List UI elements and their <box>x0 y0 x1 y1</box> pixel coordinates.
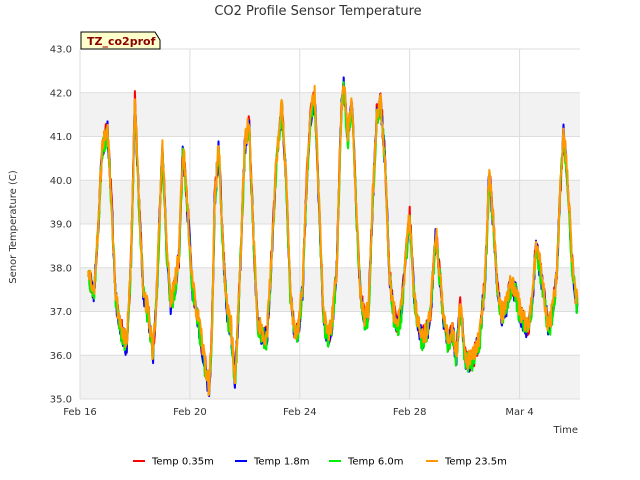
tag-label: TZ_co2prof <box>80 31 161 50</box>
legend-label: Temp 6.0m <box>347 457 403 468</box>
y-tick-label: 35.0 <box>50 395 72 406</box>
x-tick-label: Feb 28 <box>393 407 427 418</box>
plot-bands <box>80 92 580 399</box>
tag-label-box <box>80 31 161 50</box>
legend-label: Temp 1.8m <box>253 457 309 468</box>
x-tick-label: Feb 20 <box>173 407 207 418</box>
plot-band <box>80 355 580 399</box>
series-line <box>87 84 579 397</box>
plot-band <box>80 92 580 137</box>
y-tick-label: 43.0 <box>50 45 72 56</box>
y-tick-label: 42.0 <box>50 88 72 99</box>
chart-title: CO2 Profile Sensor Temperature <box>214 4 421 19</box>
x-axis-label: Time <box>553 425 578 436</box>
x-tick-label: Feb 24 <box>283 407 317 418</box>
tag-label-text: TZ_co2prof <box>87 35 156 48</box>
y-tick-label: 37.0 <box>50 307 72 318</box>
x-tick-labels: Feb 16 Feb 20 Feb 24 Feb 28 Mar 4 <box>63 407 534 418</box>
legend-label: Temp 23.5m <box>444 457 507 468</box>
y-tick-label: 40.0 <box>50 176 72 187</box>
y-tick-label: 41.0 <box>50 132 72 143</box>
y-tick-label: 36.0 <box>50 351 72 362</box>
plot-band <box>80 180 580 224</box>
series-lines <box>87 76 579 398</box>
legend-label: Temp 0.35m <box>151 457 214 468</box>
y-tick-label: 38.0 <box>50 263 72 274</box>
legend: Temp 0.35m Temp 1.8m Temp 6.0m Temp 23.5m <box>133 457 507 468</box>
y-tick-labels: 35.0 36.0 37.0 38.0 39.0 40.0 41.0 42.0 43.0 <box>50 45 72 406</box>
y-axis-label: Senor Temperature (C) <box>8 170 19 284</box>
y-tick-label: 39.0 <box>50 220 72 231</box>
x-tick-label: Feb 16 <box>63 407 97 418</box>
x-tick-label: Mar 4 <box>505 407 533 418</box>
